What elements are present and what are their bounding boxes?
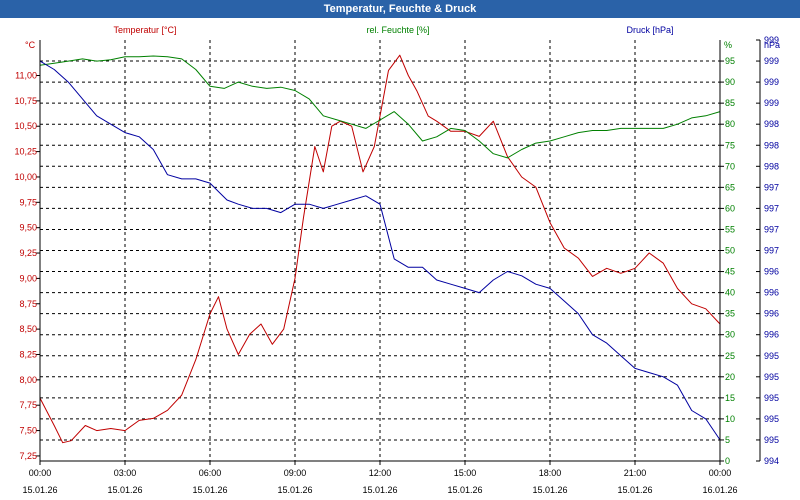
humidity-tick-label: 25 <box>725 351 735 361</box>
humidity-tick-label: 55 <box>725 224 735 234</box>
window-title: Temperatur, Feuchte & Druck <box>0 0 800 18</box>
x-tick-date: 15.01.26 <box>192 485 227 495</box>
x-tick-time: 15:00 <box>454 468 477 478</box>
temperature-tick-label: 8,00 <box>19 375 37 385</box>
humidity-tick-label: 95 <box>725 56 735 66</box>
x-tick-time: 12:00 <box>369 468 392 478</box>
x-tick-date: 15.01.26 <box>277 485 312 495</box>
grid <box>40 40 720 461</box>
humidity-tick-label: 30 <box>725 330 735 340</box>
x-tick-date: 16.01.26 <box>702 485 737 495</box>
x-tick-date: 15.01.26 <box>107 485 142 495</box>
humidity-tick-label: 35 <box>725 309 735 319</box>
pressure-tick-label: 997 <box>764 182 779 192</box>
pressure-tick-label: 999 <box>764 98 779 108</box>
humidity-tick-label: 70 <box>725 161 735 171</box>
temperature-tick-label: 10,50 <box>14 121 37 131</box>
x-tick-date: 15.01.26 <box>532 485 567 495</box>
humidity-tick-label: 90 <box>725 77 735 87</box>
x-tick-time: 06:00 <box>199 468 222 478</box>
humidity-tick-label: 15 <box>725 393 735 403</box>
pressure-tick-label: 998 <box>764 161 779 171</box>
x-tick-time: 18:00 <box>539 468 562 478</box>
temperature-tick-label: 10,75 <box>14 96 37 106</box>
x-tick-date: 15.01.26 <box>447 485 482 495</box>
temperature-tick-label: 10,00 <box>14 172 37 182</box>
pressure-tick-label: 994 <box>764 456 779 466</box>
pressure-tick-label: 995 <box>764 414 779 424</box>
x-tick-date: 15.01.26 <box>617 485 652 495</box>
temperature-tick-label: 9,50 <box>19 223 37 233</box>
x-tick-date: 15.01.26 <box>22 485 57 495</box>
pressure-tick-label: 999 <box>764 35 779 45</box>
pressure-tick-label: 999 <box>764 56 779 66</box>
x-tick-time: 21:00 <box>624 468 647 478</box>
pressure-tick-label: 996 <box>764 330 779 340</box>
humidity-tick-label: 20 <box>725 372 735 382</box>
humidity-tick-label: 40 <box>725 288 735 298</box>
humidity-series-line <box>39 55 721 159</box>
x-tick-date: 15.01.26 <box>362 485 397 495</box>
humidity-tick-label: 50 <box>725 246 735 256</box>
temperature-tick-label: 8,50 <box>19 324 37 334</box>
temperature-tick-label: 9,00 <box>19 273 37 283</box>
temperature-tick-label: 9,25 <box>19 248 37 258</box>
pressure-tick-label: 998 <box>764 119 779 129</box>
temperature-tick-label: 7,25 <box>19 451 37 461</box>
temperature-series-line <box>39 54 721 444</box>
humidity-tick-label: 65 <box>725 182 735 192</box>
pressure-series-line <box>39 60 721 441</box>
pressure-tick-label: 997 <box>764 203 779 213</box>
pressure-tick-label: 998 <box>764 140 779 150</box>
humidity-tick-label: 80 <box>725 119 735 129</box>
pressure-tick-label: 999 <box>764 77 779 87</box>
temperature-tick-label: 11,00 <box>15 71 37 81</box>
temperature-axis-title: Temperatur [°C] <box>113 25 176 35</box>
pressure-tick-label: 995 <box>764 393 779 403</box>
pressure-tick-label: 997 <box>764 246 779 256</box>
x-tick-time: 00:00 <box>709 468 732 478</box>
pressure-tick-label: 996 <box>764 288 779 298</box>
pressure-tick-label: 997 <box>764 224 779 234</box>
humidity-tick-label: 0 <box>725 456 730 466</box>
humidity-tick-label: 85 <box>725 98 735 108</box>
x-tick-time: 09:00 <box>284 468 307 478</box>
pressure-tick-label: 995 <box>764 351 779 361</box>
pressure-tick-label: 996 <box>764 267 779 277</box>
humidity-unit-label: % <box>724 40 732 50</box>
temperature-tick-label: 8,75 <box>19 299 37 309</box>
temperature-tick-label: 9,75 <box>19 197 37 207</box>
humidity-tick-label: 45 <box>725 267 735 277</box>
pressure-unit-label: hPa <box>764 40 780 50</box>
humidity-axis-title: rel. Feuchte [%] <box>366 25 429 35</box>
pressure-tick-label: 995 <box>764 435 779 445</box>
temperature-tick-label: 10,25 <box>14 147 37 157</box>
humidity-tick-label: 5 <box>725 435 730 445</box>
x-tick-time: 03:00 <box>114 468 137 478</box>
axes: 00:00 15.01.26 03:00 15.01.26 06:00 15.01.26 0… <box>14 35 779 495</box>
humidity-tick-label: 60 <box>725 203 735 213</box>
x-tick-time: 00:00 <box>29 468 52 478</box>
humidity-tick-label: 10 <box>725 414 735 424</box>
temperature-tick-label: 7,75 <box>19 400 37 410</box>
temperature-tick-label: 7,50 <box>19 426 37 436</box>
pressure-axis-title: Druck [hPa] <box>626 25 673 35</box>
plot-lines <box>39 54 721 444</box>
pressure-tick-label: 996 <box>764 309 779 319</box>
humidity-tick-label: 75 <box>725 140 735 150</box>
temperature-tick-label: 8,25 <box>19 349 37 359</box>
temperature-unit-label: °C <box>25 40 36 50</box>
pressure-tick-label: 995 <box>764 372 779 382</box>
